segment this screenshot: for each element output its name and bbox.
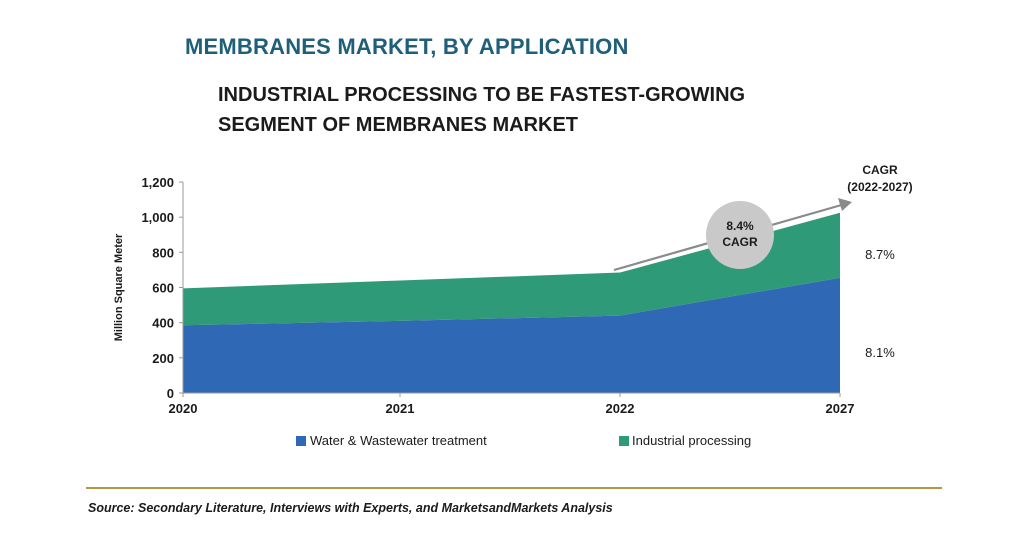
y-tick-label: 0 [167, 386, 174, 401]
cagr-header: CAGR [862, 163, 898, 177]
y-tick-label: 200 [152, 351, 174, 366]
legend-swatch-water [296, 436, 306, 446]
cagr-bubble-label: CAGR [722, 235, 758, 249]
x-tick-label: 2027 [826, 401, 855, 416]
series-area-water-wastewater [183, 277, 840, 393]
x-tick-label: 2020 [169, 401, 198, 416]
legend-label-industrial: Industrial processing [632, 433, 751, 448]
cagr-water-wastewater: 8.1% [865, 345, 895, 360]
y-tick-label: 400 [152, 316, 174, 331]
y-axis-title: Million Square Meter [113, 233, 125, 341]
series-area-industrial-processing [183, 212, 840, 326]
cagr-arrowhead [838, 198, 852, 211]
cagr-bubble-value: 8.4% [726, 219, 754, 233]
cagr-period: (2022-2027) [847, 180, 912, 194]
y-tick-label: 1,000 [141, 210, 174, 225]
source-note: Source: Secondary Literature, Interviews… [88, 501, 613, 515]
legend-label-water: Water & Wastewater treatment [310, 433, 487, 448]
cagr-bubble [706, 201, 774, 269]
x-tick-label: 2022 [606, 401, 635, 416]
chart-subtitle: INDUSTRIAL PROCESSING TO BE FASTEST-GROW… [218, 84, 746, 136]
x-tick-label: 2021 [386, 401, 415, 416]
y-tick-label: 1,200 [141, 175, 174, 190]
chart-title: MEMBRANES MARKET, BY APPLICATION [185, 34, 629, 59]
y-tick-label: 800 [152, 245, 174, 260]
source-divider [86, 487, 942, 489]
y-tick-label: 600 [152, 281, 174, 296]
legend-swatch-industrial [619, 436, 629, 446]
cagr-industrial-processing: 8.7% [865, 247, 895, 262]
